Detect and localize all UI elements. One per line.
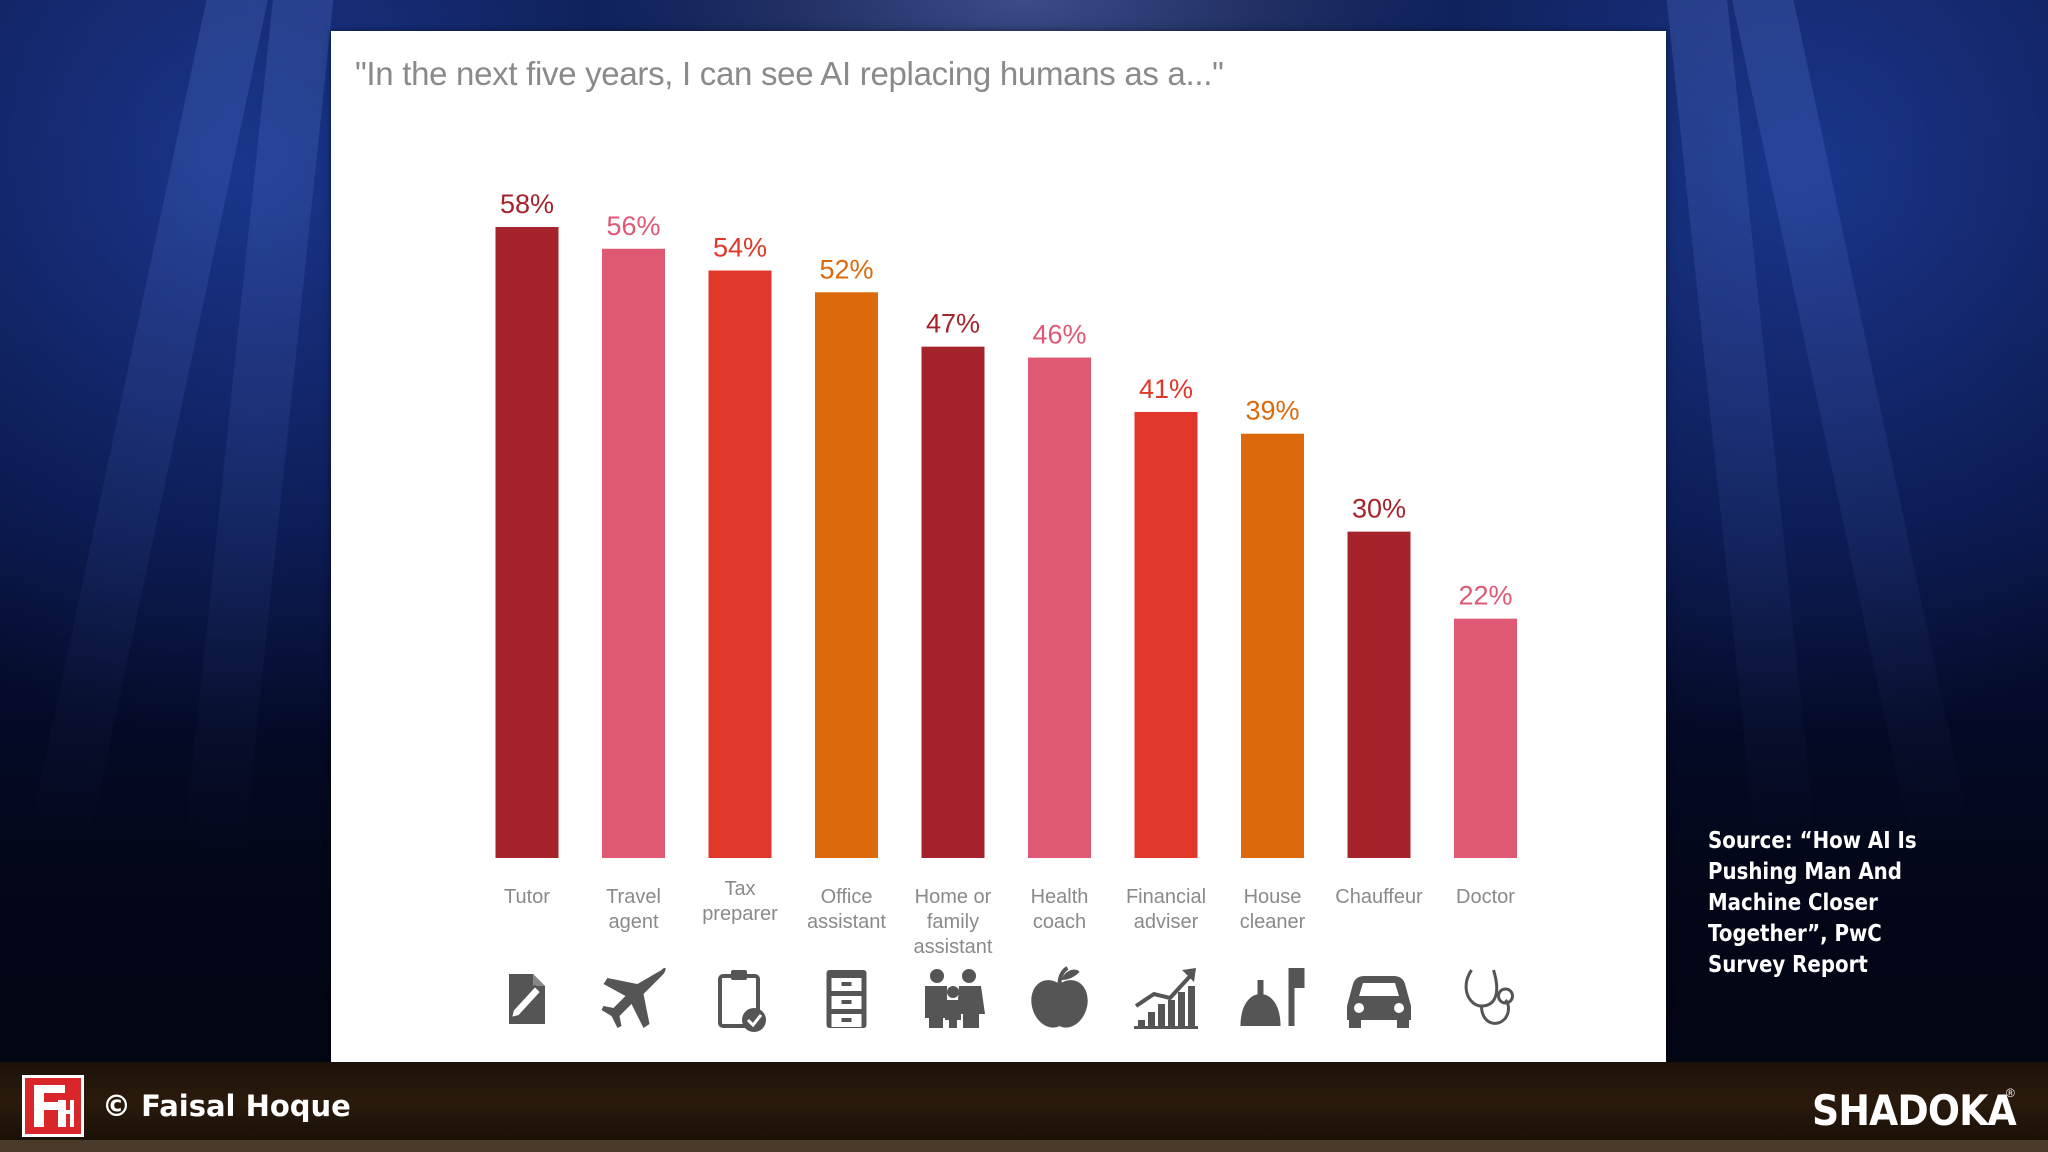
bar xyxy=(1454,618,1517,858)
bar-chart: 58% Tutor 56% Travel agent 54% Tax preparer 52% O… xyxy=(495,189,1517,1032)
bar-value-label: 41% xyxy=(1139,374,1193,404)
bar-value-label: 56% xyxy=(606,211,660,241)
bar xyxy=(1241,433,1304,858)
bar-value-label: 46% xyxy=(1032,320,1086,350)
category-label: Tax xyxy=(724,878,755,900)
category-label: family xyxy=(927,911,979,933)
category-label: preparer xyxy=(702,903,778,925)
shadoka-logo: SHADOKA xyxy=(1812,1086,2017,1135)
airplane-icon xyxy=(601,967,666,1028)
category-label: assistant xyxy=(914,936,993,958)
pencil-document-icon xyxy=(509,974,545,1024)
slide-panel: "In the next five years, I can see AI re… xyxy=(331,31,1666,1079)
category-label: Home or xyxy=(915,886,992,908)
copyright-text: © Faisal Hoque xyxy=(102,1089,351,1123)
apple-icon xyxy=(1031,966,1088,1028)
category-label: coach xyxy=(1033,911,1086,933)
filing-cabinet-icon xyxy=(826,970,867,1028)
bar xyxy=(1347,531,1411,858)
category-label: Doctor xyxy=(1456,886,1515,908)
source-line: Together”, PwC xyxy=(1708,921,1882,947)
bar-value-label: 22% xyxy=(1458,581,1512,611)
footer-strip xyxy=(0,1140,2048,1152)
bar xyxy=(708,270,772,859)
category-label: cleaner xyxy=(1240,911,1306,933)
source-line: Survey Report xyxy=(1708,952,1868,978)
source-line: Pushing Man And xyxy=(1708,859,1902,885)
bar-value-label: 58% xyxy=(500,189,554,219)
fh-logo-icon xyxy=(34,1085,74,1127)
category-label: Financial xyxy=(1126,886,1206,908)
category-label: Travel xyxy=(606,886,661,908)
category-label: Tutor xyxy=(504,886,550,908)
family-icon xyxy=(925,969,985,1028)
growth-chart-icon xyxy=(1134,968,1198,1029)
bar xyxy=(1028,357,1091,858)
bar xyxy=(815,292,878,858)
faisal-hoque-logo: FH xyxy=(22,1075,84,1137)
cleaning-bell-icon xyxy=(1240,968,1305,1026)
source-line: Source: “How AI Is xyxy=(1708,828,1917,854)
bar-value-label: 39% xyxy=(1245,396,1299,426)
bar-value-label: 30% xyxy=(1352,494,1406,524)
chart-title: "In the next five years, I can see AI re… xyxy=(355,55,1224,92)
bar xyxy=(921,346,985,858)
stethoscope-icon xyxy=(1464,969,1514,1025)
bar-value-label: 52% xyxy=(819,254,873,284)
category-label: Health xyxy=(1031,886,1089,908)
category-label: adviser xyxy=(1134,911,1199,933)
clipboard-check-icon xyxy=(718,970,766,1032)
bar-value-label: 54% xyxy=(713,233,767,263)
source-citation: Source: “How AI Is Pushing Man And Machi… xyxy=(1708,826,1932,981)
category-label: Chauffeur xyxy=(1335,886,1423,908)
trademark-mark: ® xyxy=(2006,1086,2015,1100)
bar xyxy=(495,227,559,858)
category-label: assistant xyxy=(807,911,886,933)
bar xyxy=(602,248,665,859)
bar-value-label: 47% xyxy=(926,309,980,339)
source-line: Machine Closer xyxy=(1708,890,1878,916)
car-icon xyxy=(1347,976,1411,1028)
bar xyxy=(1134,411,1198,858)
footer-bar xyxy=(0,1062,2048,1140)
category-label: Office xyxy=(821,886,873,908)
category-label: House xyxy=(1244,886,1302,908)
category-label: agent xyxy=(608,911,658,933)
